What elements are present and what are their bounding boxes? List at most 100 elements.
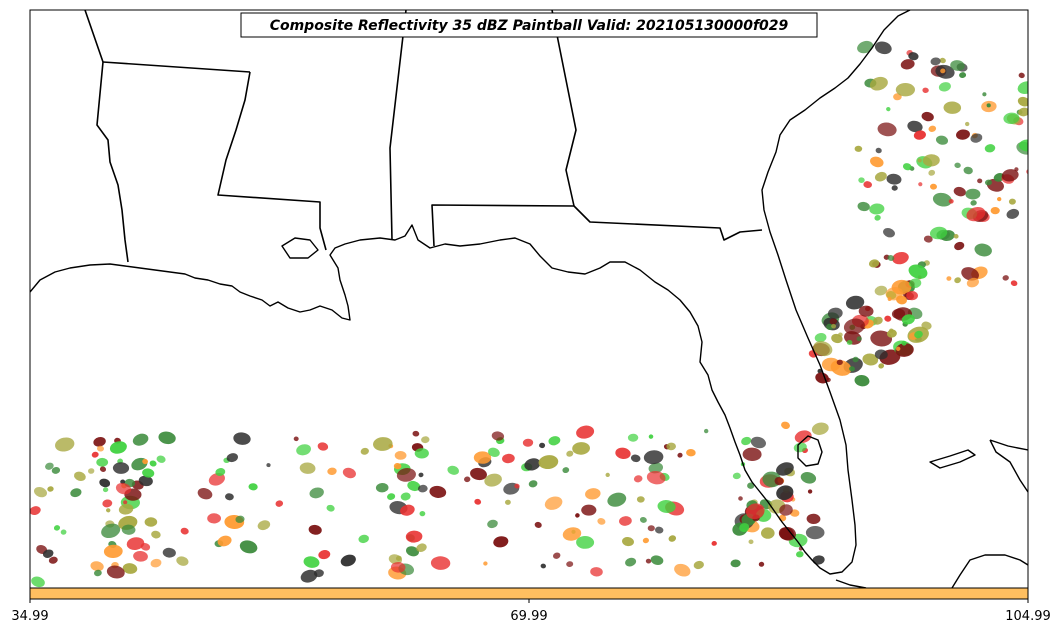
paintball-blob [308, 524, 322, 535]
paintball-blob [886, 173, 902, 185]
paintball-blob [874, 349, 888, 360]
paintball-blob [47, 486, 54, 492]
paintball-blob [907, 120, 923, 133]
paintball-blob [534, 521, 542, 528]
paintball-blob [875, 147, 882, 154]
paintball-blob [70, 488, 82, 498]
paintball-blob [686, 448, 696, 457]
paintball-blob [487, 519, 498, 529]
paintball-blob [1002, 275, 1009, 281]
paintball-blob [811, 422, 829, 435]
paintball-blob [954, 277, 961, 284]
paintball-blob [1017, 81, 1028, 94]
paintball-blob [870, 330, 893, 347]
colorbar-tick-label-min: 34.99 [11, 609, 48, 624]
paintball-blob [33, 486, 48, 498]
paintball-blob [412, 430, 420, 437]
paintball-blob [1001, 169, 1019, 182]
mississippi-alabama-border [389, 10, 407, 241]
paintball-blob [101, 523, 121, 539]
paintball-blob [930, 57, 941, 66]
paintball-blob [869, 76, 888, 91]
paintball-blob [990, 206, 1000, 215]
paintball-blob [812, 555, 825, 565]
paintball-blob [176, 556, 189, 566]
paintball-blob [886, 106, 891, 112]
paintball-blob [693, 560, 704, 570]
paintball-blob [806, 513, 821, 525]
paintball-blob [711, 540, 717, 546]
paintball-blob [575, 513, 580, 518]
paintball-blob [483, 561, 488, 566]
paintball-blob [750, 436, 766, 449]
paintball-blob [162, 547, 176, 558]
paintball-blob [360, 447, 369, 455]
paintball-blob [395, 555, 402, 561]
paintball-blob [807, 489, 813, 494]
paintball-blob [862, 353, 879, 366]
paintball-blob [939, 57, 946, 64]
paintball-blob [296, 444, 311, 456]
paintball-blob [774, 476, 784, 486]
paintball-blob [918, 182, 923, 187]
paintball-blob [954, 241, 965, 251]
paintball-blob [275, 500, 284, 507]
paintball-blob [414, 448, 429, 459]
paintball-blob [741, 436, 752, 446]
paintball-blob [31, 576, 45, 588]
paintball-blob [1018, 107, 1028, 117]
paintball-blob [493, 536, 509, 548]
paintball-blob [317, 442, 329, 451]
paintball-blob [648, 434, 654, 439]
paintball-blob [90, 561, 104, 572]
paintball-blob [901, 340, 907, 346]
paintball-blob [418, 472, 424, 478]
paintball-blob [857, 201, 870, 212]
paintball-blob [923, 235, 933, 243]
paintball-blob [538, 455, 559, 470]
paintball-blob [863, 181, 872, 189]
paintball-blob [514, 483, 520, 489]
paintball-blob [928, 169, 936, 176]
colorbar-tick-label-mid: 69.99 [510, 609, 547, 624]
paintball-blob [966, 277, 979, 288]
paintball-blob [607, 492, 627, 507]
paintball-blob [103, 544, 123, 559]
paintball-blob [917, 158, 922, 163]
paintball-blob [118, 503, 134, 515]
paintball-blob [140, 543, 151, 551]
paintball-blob [149, 460, 157, 467]
paintball-blob [966, 206, 986, 222]
paintball-blob [914, 330, 923, 339]
paintball-blob [99, 466, 107, 472]
paintball-blob [838, 332, 843, 337]
paintball-blob [986, 103, 991, 108]
cuba-coastline [929, 439, 1028, 493]
paintball-blob [590, 567, 603, 577]
paintball-blob [375, 482, 389, 493]
paintball-blob [585, 488, 601, 500]
paintball-blob [539, 442, 546, 449]
paintball-blob [793, 442, 807, 453]
paintball-blob [109, 441, 127, 454]
paintball-blob [358, 534, 369, 544]
paintball-blob [96, 457, 109, 467]
paintball-blob [474, 498, 482, 505]
paintball-blob [902, 163, 912, 171]
paintball-blob [913, 130, 926, 140]
paintball-blob [313, 569, 324, 578]
paintball-blob [985, 179, 992, 186]
paintball-blob [151, 530, 161, 539]
paintball-blob [464, 476, 471, 483]
paintball-blob [622, 537, 634, 547]
paintball-blob [666, 442, 676, 451]
paintball-blob [309, 487, 324, 499]
paintball-blob [900, 59, 915, 70]
paintball-blob [896, 295, 907, 305]
paintball-blob [576, 535, 595, 549]
paintball-blob [627, 433, 639, 442]
paintball-blob [226, 453, 239, 463]
paintball-blob [846, 340, 853, 345]
paintball-blob [257, 520, 271, 531]
